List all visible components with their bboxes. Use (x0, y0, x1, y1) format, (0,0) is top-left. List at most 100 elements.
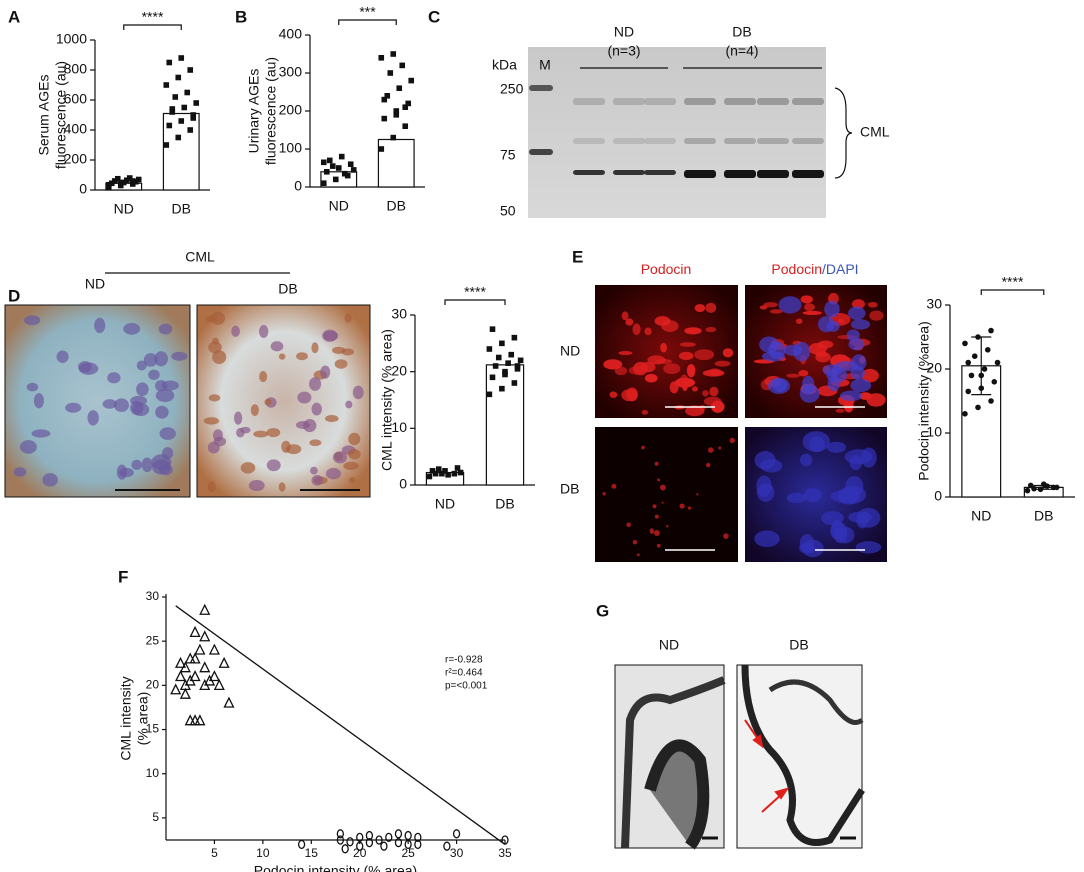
data-point (223, 696, 235, 708)
y-tick-label: 0 (79, 181, 87, 197)
nucleus (154, 351, 169, 367)
data-point (213, 678, 225, 691)
data-point (432, 470, 439, 477)
x-tick-label: DB (387, 198, 406, 214)
dapi-signal (768, 341, 786, 359)
immuno-panel: E Podocin Podocin/DAPI ND DB (560, 247, 887, 562)
band (613, 170, 645, 175)
podocin-signal (603, 359, 623, 370)
podocin-signal (679, 374, 689, 388)
x-tick-label: ND (114, 201, 134, 217)
data-point (105, 181, 112, 188)
band (613, 138, 645, 144)
podocin-signal (729, 437, 735, 444)
podocin-signal (659, 484, 666, 491)
row-label: ND (560, 343, 580, 359)
data-point (190, 112, 197, 118)
podocin-signal (694, 304, 706, 313)
data-point (390, 134, 397, 141)
dapi-signal (856, 507, 881, 528)
podocin-signal (706, 462, 711, 468)
data-point (208, 670, 220, 682)
band (644, 138, 676, 144)
data-point (365, 838, 374, 848)
nucleus (143, 353, 158, 367)
group-label: DB (732, 24, 751, 40)
podocin-signal (649, 528, 654, 533)
y-tick-label: 400 (64, 121, 88, 137)
data-point (365, 830, 374, 841)
lane-marker: M (539, 57, 551, 73)
data-point (335, 165, 342, 171)
podocin-signal (654, 514, 659, 519)
band (684, 170, 716, 178)
data-point (326, 157, 333, 164)
data-point (408, 77, 415, 84)
cell (208, 341, 222, 354)
bar (485, 364, 525, 486)
y-tick-label: 10 (926, 424, 942, 440)
dapi-signal (786, 492, 806, 504)
dapi-signal (799, 534, 815, 553)
podocin-signal (663, 363, 681, 375)
dapi-signal (772, 378, 788, 393)
data-point (499, 340, 505, 347)
cell (295, 421, 311, 429)
podocin-signal (644, 373, 658, 383)
panel-letter: C (428, 7, 440, 26)
data-point (394, 838, 403, 848)
data-point (375, 835, 383, 845)
data-point (178, 55, 185, 61)
x-axis-label: Podocin intensity (% area) (254, 863, 417, 872)
y-tick-label: 20 (146, 678, 160, 692)
podocin-signal (654, 316, 671, 326)
cell (349, 477, 356, 484)
data-point (439, 470, 445, 477)
band (684, 98, 716, 105)
data-point (179, 661, 191, 673)
dapi-signal (826, 320, 840, 332)
data-point (486, 391, 493, 398)
data-point (174, 656, 187, 668)
data-point (971, 353, 978, 360)
podocin-signal (660, 342, 667, 353)
cell (259, 371, 268, 383)
data-point (172, 94, 179, 100)
podocin-signal (644, 327, 652, 336)
band (573, 170, 605, 175)
data-point (968, 372, 975, 379)
data-point (336, 835, 344, 845)
podocin-signal (640, 361, 656, 373)
y-tick-label: 100 (279, 140, 303, 156)
podocin-signal (602, 492, 606, 496)
dapi-signal (756, 483, 775, 502)
data-point (508, 351, 515, 358)
data-point (988, 398, 994, 404)
cell (281, 440, 291, 453)
data-point (1024, 487, 1031, 494)
podocin-signal (657, 478, 660, 482)
data-point (126, 175, 133, 181)
data-point (511, 380, 518, 386)
nucleus (159, 427, 176, 440)
significance: **** (142, 9, 164, 25)
data-point (378, 55, 385, 61)
data-point (320, 159, 327, 166)
podocin-signal (691, 386, 699, 392)
podocin-signal (705, 302, 717, 313)
y-axis-label: CML intensity (% area) (379, 329, 395, 471)
texture (602, 292, 886, 558)
em-label: DB (789, 637, 808, 653)
y-tick-label: 10 (146, 766, 160, 780)
y-tick-label: 600 (64, 91, 88, 107)
y-tick-label: 25 (146, 633, 160, 647)
data-point (994, 359, 1001, 366)
data-point (175, 134, 182, 141)
x-tick-label: DB (172, 201, 191, 217)
marker-label: 250 (500, 81, 524, 97)
nucleus (171, 351, 188, 361)
data-point (1053, 484, 1060, 491)
nucleus (131, 459, 142, 470)
y-tick-label: 0 (399, 476, 407, 492)
